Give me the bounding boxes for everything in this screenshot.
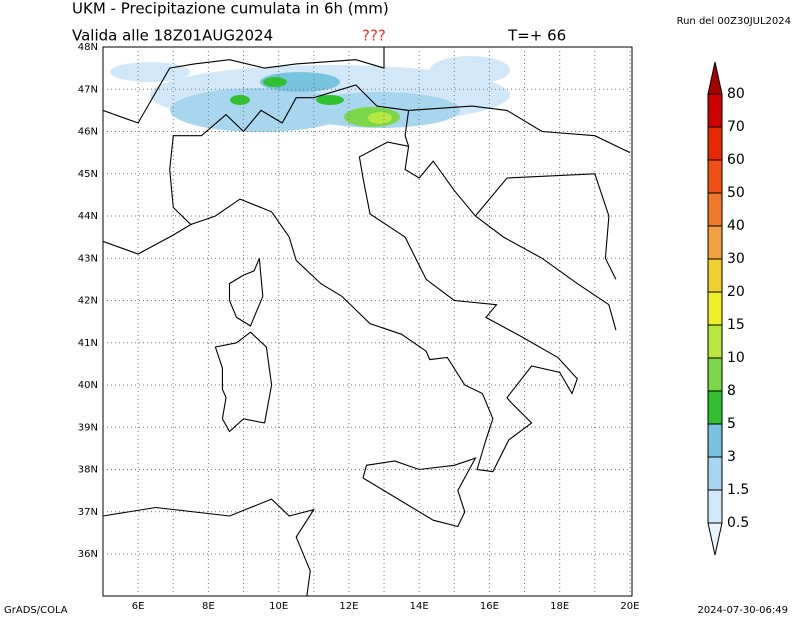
colorbar-box	[707, 93, 723, 128]
colorbar-label: 10	[727, 350, 745, 366]
lon-label: 20E	[620, 601, 639, 612]
coastline	[474, 173, 617, 280]
lat-label: 39N	[78, 422, 98, 433]
lat-label: 41N	[78, 338, 98, 349]
colorbar-box	[707, 192, 723, 227]
lon-label: 12E	[339, 601, 358, 612]
colorbar-cap	[707, 61, 723, 95]
lat-label: 46N	[78, 127, 98, 138]
colorbar-label: 8	[727, 383, 736, 399]
lat-label: 45N	[78, 169, 98, 180]
lat-label: 47N	[78, 84, 98, 95]
grid	[103, 47, 632, 596]
lon-label: 16E	[480, 601, 499, 612]
lat-label: 48N	[78, 42, 98, 53]
lat-label: 38N	[78, 465, 98, 476]
lon-label: 10E	[269, 601, 288, 612]
coastline	[169, 84, 410, 225]
lat-label: 42N	[78, 296, 98, 307]
lat-label: 37N	[78, 507, 98, 518]
colorbar-box	[707, 456, 723, 491]
colorbar-label: 70	[727, 119, 745, 135]
colorbar-box	[707, 291, 723, 326]
lon-label: 8E	[202, 601, 215, 612]
colorbar-label: 0.5	[727, 515, 749, 531]
lon-label: 14E	[410, 601, 429, 612]
colorbar-box	[707, 225, 723, 260]
lon-label: 6E	[132, 601, 145, 612]
colorbar-box	[707, 489, 723, 524]
colorbar-label: 40	[727, 218, 745, 234]
run-info: Run del 00Z30JUL2024	[677, 16, 791, 27]
coastline	[103, 47, 385, 124]
colorbar-box	[707, 423, 723, 458]
lat-label: 43N	[78, 253, 98, 264]
coastline	[214, 331, 273, 433]
colorbar-box	[707, 159, 723, 194]
lon-label: 18E	[550, 601, 569, 612]
colorbar-cap	[707, 522, 723, 556]
colorbar-label: 80	[727, 86, 745, 102]
lat-label: 44N	[78, 211, 98, 222]
colorbar-box	[707, 390, 723, 425]
colorbar-label: 1.5	[727, 482, 749, 498]
colorbar-box	[707, 324, 723, 359]
footer-left: GrADS/COLA	[4, 605, 68, 616]
coastline	[362, 457, 477, 528]
flag: ???	[362, 27, 386, 45]
colorbar-label: 5	[727, 416, 736, 432]
coastline	[103, 141, 617, 473]
colorbar-label: 60	[727, 152, 745, 168]
map-frame	[102, 46, 633, 597]
colorbar-label: 15	[727, 317, 745, 333]
lat-label: 40N	[78, 380, 98, 391]
colorbar-box	[707, 357, 723, 392]
lat-label: 36N	[78, 549, 98, 560]
forecast-step: T=+ 66	[507, 27, 566, 45]
coastline	[228, 258, 264, 327]
precip	[110, 56, 510, 132]
colorbar-label: 20	[727, 284, 745, 300]
coastline	[408, 105, 631, 154]
coastline	[103, 498, 316, 596]
colorbar-box	[707, 126, 723, 161]
coastlines	[103, 47, 631, 596]
valid-time: Valida alle 18Z01AUG2024	[72, 27, 273, 45]
colorbar-label: 3	[727, 449, 736, 465]
title: UKM - Precipitazione cumulata in 6h (mm)	[72, 0, 389, 18]
colorbar-box	[707, 258, 723, 293]
footer-right: 2024-07-30-06:49	[697, 605, 788, 616]
colorbar-label: 30	[727, 251, 745, 267]
colorbar-label: 50	[727, 185, 745, 201]
